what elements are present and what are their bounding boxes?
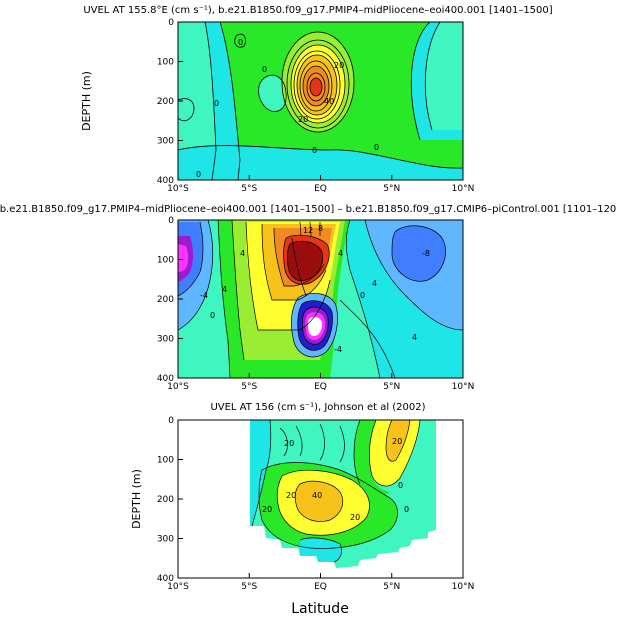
p3-west-cyan: [250, 420, 271, 526]
p3-clabel-7: 0: [398, 481, 403, 490]
p3-south-cyan: [300, 537, 342, 562]
panel-1-ylabel: DEPTH (m): [80, 71, 93, 131]
panel-2-ytick-label: 300: [157, 335, 174, 345]
p2-clabel-8: -4: [200, 291, 208, 300]
panel-2-xtick-label: 5°N: [383, 382, 400, 392]
p1-clabel-1: 0: [238, 38, 243, 47]
panel-3-xtick-label: 5°S: [241, 582, 257, 592]
panel-1-ytick-label: 200: [157, 97, 174, 107]
p2-clabel-9: -4: [334, 345, 342, 354]
panel-3-ytick-label: 200: [157, 495, 174, 505]
panel-2-ytick-label: 200: [157, 295, 174, 305]
p3-clabel-5: 20: [350, 513, 360, 522]
p2-clabel-10: -8: [422, 249, 430, 258]
p2-clabel-2: 4: [240, 249, 245, 258]
p1-contours: [178, 22, 463, 181]
panel-3-xtick-label: 5°N: [383, 582, 400, 592]
p2-west-magenta: [178, 244, 189, 272]
panel-2-xtick-label: 10°N: [452, 382, 475, 392]
panel-3-ytick-label: 400: [157, 574, 174, 584]
panel-2-field: 4 4 4 4 4 0 0 -4 -4 -8 12 8: [178, 220, 463, 378]
panel-3-xtick-label: EQ: [314, 582, 327, 592]
panel-2-ytick-label: 100: [157, 256, 174, 266]
panel-1-xtick-label: EQ: [314, 184, 327, 194]
p1-clabel-4: 0: [312, 146, 317, 155]
panel-3-ylabel: DEPTH (m): [130, 469, 143, 529]
panel-1-xtick-label: 5°N: [383, 184, 400, 194]
p3-north-green: [354, 420, 390, 497]
p2-clabel-5: 4: [412, 333, 417, 342]
panel-1-ytick-label: 100: [157, 58, 174, 68]
p2-clabel-12: 8: [318, 224, 323, 233]
panel-3: UVEL AT 156 (cm s⁻¹), Johnson et al (200…: [130, 402, 474, 592]
p2-contour-labels: 4 4 4 4 4 0 0 -4 -4 -8 12 8: [200, 224, 430, 354]
panel-1-xtick-label: 5°S: [241, 184, 257, 194]
p1-clabel-5: 0: [196, 170, 201, 179]
panel-3-title: UVEL AT 156 (cm s⁻¹), Johnson et al (200…: [210, 402, 425, 413]
panel-3-xtick-label: 10°N: [452, 582, 475, 592]
p2-clabel-4: 4: [372, 279, 377, 288]
p1-aqua-patch: [258, 75, 287, 112]
p3-clabel-3: 20: [286, 491, 296, 500]
p3-clabel-6: 20: [262, 505, 272, 514]
panel-2-ytick-label: 0: [168, 216, 174, 226]
p1-clabel-8: 40: [324, 97, 334, 106]
panel-1-xtick-label: 10°N: [452, 184, 475, 194]
p3-clabel-2: 20: [392, 437, 402, 446]
panel-1-xtick-label: 10°S: [167, 184, 189, 194]
p3-gold-core: [295, 481, 343, 522]
p2-contours: [178, 220, 463, 378]
panel-1: UVEL AT 155.8°E (cm s⁻¹), b.e21.B1850.f0…: [80, 5, 553, 194]
x-axis-label: Latitude: [291, 601, 349, 617]
p1-core-red: [310, 78, 322, 96]
panel-1-ytick-label: 300: [157, 137, 174, 147]
panel-2-title: b.e21.B1850.f09_g17.PMIP4–midPliocene–eo…: [0, 204, 616, 215]
p2-clabel-3: 4: [338, 249, 343, 258]
p3-contours: [251, 419, 421, 563]
panel-3-xtick-label: 10°S: [167, 582, 189, 592]
panel-2-xtick-label: 5°S: [241, 382, 257, 392]
panel-2: b.e21.B1850.f09_g17.PMIP4–midPliocene–eo…: [0, 204, 616, 392]
p1-clabel-2: 0: [262, 65, 267, 74]
p2-clabel-11: 12: [303, 226, 313, 235]
p2-dark-red-core: [287, 241, 323, 281]
p3-clabel-1: 20: [284, 439, 294, 448]
p1-cyan-bottom: [178, 145, 463, 180]
p2-blue-east: [392, 225, 446, 282]
p1-aqua-north: [425, 22, 463, 130]
p1-clabel-3: 0: [214, 99, 219, 108]
p2-clabel-7: 0: [210, 311, 215, 320]
p1-clabel-7: 20: [298, 115, 308, 124]
p1-clabel-6: 20: [334, 61, 344, 70]
p3-north-gold: [386, 420, 410, 462]
p2-clabel-6: 0: [360, 291, 365, 300]
panel-1-title: UVEL AT 155.8°E (cm s⁻¹), b.e21.B1850.f0…: [83, 5, 552, 16]
p2-clabel-1: 4: [222, 285, 227, 294]
panel-3-ytick-label: 100: [157, 456, 174, 466]
panel-1-ytick-label: 400: [157, 176, 174, 186]
p3-clabel-4: 40: [312, 491, 322, 500]
p1-contour-labels: 0 0 0 0 0 20 20 40 0: [196, 38, 379, 179]
p2-white-core: [308, 316, 322, 336]
panel-2-ytick-label: 400: [157, 374, 174, 384]
p3-contour-labels: 20 20 20 40 20 20 0 0: [262, 437, 409, 522]
panel-3-field: 20 20 20 40 20 20 0 0: [250, 419, 436, 568]
panel-3-ytick-label: 0: [168, 416, 174, 426]
panel-1-ytick-label: 0: [168, 18, 174, 28]
p1-aqua-south: [178, 22, 216, 180]
panel-2-xtick-label: 10°S: [167, 382, 189, 392]
p3-clabel-8: 0: [404, 505, 409, 514]
panel-1-field: 0 0 0 0 0 20 20 40 0: [178, 22, 463, 181]
p1-clabel-9: 0: [374, 143, 379, 152]
panel-2-xtick-label: EQ: [314, 382, 327, 392]
panel-3-ytick-label: 300: [157, 535, 174, 545]
